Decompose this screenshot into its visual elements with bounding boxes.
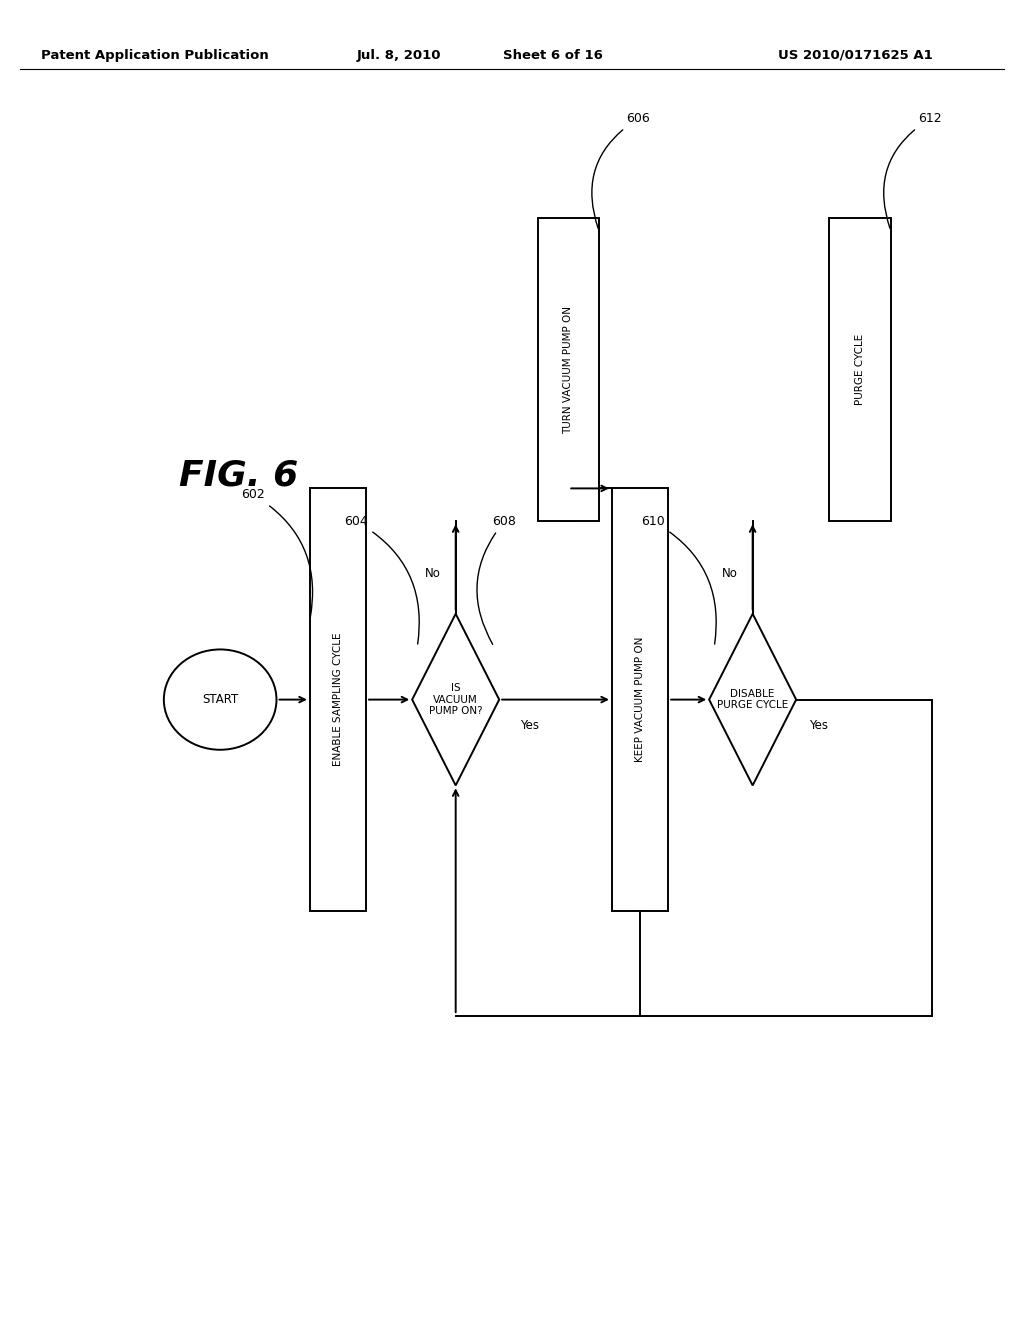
Text: No: No: [722, 566, 738, 579]
Polygon shape: [412, 614, 500, 785]
Text: Patent Application Publication: Patent Application Publication: [41, 49, 268, 62]
Text: ENABLE SAMPLING CYCLE: ENABLE SAMPLING CYCLE: [333, 632, 343, 767]
Text: 612: 612: [884, 112, 942, 228]
Bar: [309, 488, 367, 911]
Bar: [829, 218, 891, 521]
Bar: [538, 218, 599, 521]
Ellipse shape: [164, 649, 276, 750]
Text: PURGE CYCLE: PURGE CYCLE: [855, 334, 865, 405]
Text: KEEP VACUUM PUMP ON: KEEP VACUUM PUMP ON: [635, 638, 645, 762]
Text: Yes: Yes: [809, 718, 828, 731]
Text: DISABLE
PURGE CYCLE: DISABLE PURGE CYCLE: [717, 689, 788, 710]
Bar: [612, 488, 669, 911]
Text: FIG. 6: FIG. 6: [179, 458, 298, 492]
Text: Yes: Yes: [520, 718, 540, 731]
Text: Jul. 8, 2010: Jul. 8, 2010: [357, 49, 441, 62]
Text: START: START: [202, 693, 239, 706]
Text: Sheet 6 of 16: Sheet 6 of 16: [503, 49, 603, 62]
Polygon shape: [709, 614, 797, 785]
Text: TURN VACUUM PUMP ON: TURN VACUUM PUMP ON: [563, 306, 573, 433]
Text: 602: 602: [242, 488, 312, 618]
Text: 606: 606: [592, 112, 650, 228]
Text: 610: 610: [641, 515, 716, 644]
Text: US 2010/0171625 A1: US 2010/0171625 A1: [778, 49, 933, 62]
Text: 604: 604: [344, 515, 419, 644]
Text: 608: 608: [477, 515, 516, 644]
Text: No: No: [425, 566, 441, 579]
Text: IS
VACUUM
PUMP ON?: IS VACUUM PUMP ON?: [429, 682, 482, 717]
